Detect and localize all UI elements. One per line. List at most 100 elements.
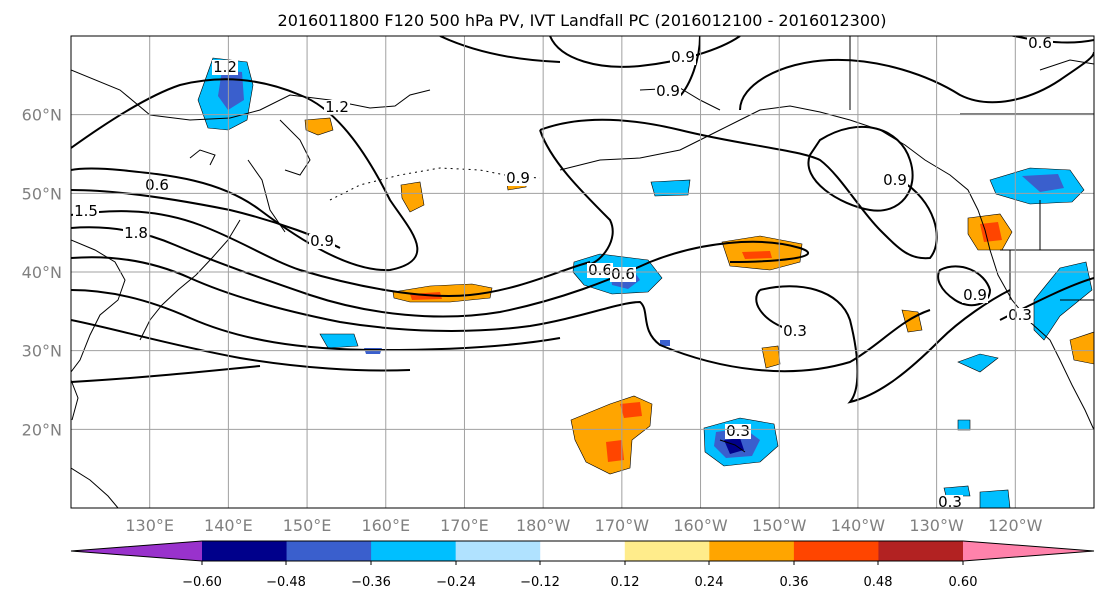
colorbar-tick-label: −0.60: [182, 575, 222, 590]
contour-label: 1.8: [124, 224, 148, 242]
lon-tick-label: 120°W: [988, 516, 1043, 535]
colorbar-tick-label: 0.24: [695, 575, 724, 590]
lon-tick-label: 160°W: [673, 516, 728, 535]
contour-line: [549, 36, 741, 68]
contour-label-bg: [309, 234, 335, 249]
contour-label: 0.3: [1008, 306, 1032, 324]
lon-tick-label: 130°W: [909, 516, 964, 535]
map-frame: [70, 35, 1095, 509]
contour-line: [539, 129, 614, 265]
asia-north-coast: [71, 69, 431, 121]
colorbar-bin: [455, 541, 541, 561]
map-panel: 1.21.20.90.90.60.61.51.8 0.90.60.90.30.90…: [70, 34, 1095, 511]
contour-label: 0.6: [1028, 34, 1052, 52]
contour-label-bg: [324, 100, 350, 115]
contour-label-bg: [782, 324, 808, 339]
contour-label: 0.9: [883, 171, 907, 189]
contour-line: [1009, 36, 1094, 44]
longitude-labels: 130°E 140°E 150°E 160°E 170°E 180°W 170°W 160°W…: [125, 516, 1042, 535]
contour-label: 0.3: [726, 422, 750, 440]
contour-label-bg: [610, 267, 636, 282]
shade-blob-positive-core: [742, 251, 772, 259]
shade-blob-positive-core: [606, 440, 624, 462]
colorbar-bin: [371, 541, 457, 561]
contour-label: 0.9: [310, 232, 334, 250]
contour-line: [71, 365, 261, 383]
lon-tick-label: 170°W: [595, 516, 650, 535]
shade-blob-negative: [660, 340, 670, 346]
contour-line: [759, 285, 1011, 404]
contour-label-bg: [123, 226, 149, 241]
lon-tick-label: 130°E: [125, 516, 174, 535]
colorbar-bin: [709, 541, 795, 561]
lat-tick-label: 60°N: [22, 106, 62, 125]
lat-tick-label: 40°N: [22, 263, 62, 282]
lon-tick-label: 150°W: [752, 516, 807, 535]
colorbar: −0.60 −0.48 −0.36 −0.24 −0.12 0.12 0.24 0.36 0.4…: [70, 540, 1095, 590]
lat-tick-label: 20°N: [22, 420, 62, 439]
colorbar-tick-label: 0.12: [611, 575, 640, 590]
lon-tick-label: 180°W: [516, 516, 571, 535]
shade-blob-negative: [650, 179, 691, 197]
philippines-coast: [71, 467, 119, 508]
figure-title: 2016011800 F120 500 hPa PV, IVT Landfall…: [278, 11, 887, 30]
contour-labels: 1.21.20.90.90.60.61.51.8 0.90.60.90.30.90…: [73, 34, 1053, 511]
contour-label-bg: [670, 50, 696, 65]
lat-tick-label: 30°N: [22, 342, 62, 361]
sakhalin-coast: [189, 149, 216, 166]
shade-blob-negative: [957, 419, 971, 431]
colorbar-tick-label: −0.24: [436, 575, 476, 590]
contour-label: 0.9: [963, 286, 987, 304]
colorbar-bin: [624, 541, 710, 561]
contour-label-bg: [962, 288, 988, 303]
contour-label-bg: [212, 60, 238, 75]
colorbar-bin: [286, 541, 372, 561]
lon-tick-label: 160°E: [361, 516, 410, 535]
china-coast: [71, 239, 126, 373]
shade-blob-positive: [400, 181, 425, 213]
shade-blob-negative: [319, 333, 359, 349]
contour-label-bg: [587, 263, 613, 278]
latitude-labels: 60°N 50°N 40°N 30°N 20°N: [22, 106, 62, 440]
contour-label: 0.3: [938, 493, 962, 511]
shade-blob-positive-core: [620, 402, 642, 418]
contour-line: [71, 226, 810, 318]
contour-line: [937, 265, 992, 307]
contour-label: 0.9: [506, 169, 530, 187]
contour-label-bg: [1007, 308, 1033, 323]
contour-label-bg: [1027, 36, 1053, 51]
contour-label: 0.6: [611, 265, 635, 283]
contour-line: [71, 256, 931, 373]
contour-label: 1.2: [213, 58, 237, 76]
contour-label-bg: [882, 173, 908, 188]
colorbar-bin: [878, 541, 964, 561]
colorbar-extend-max: [963, 541, 1094, 561]
shade-blob-positive: [761, 345, 781, 369]
colorbar-tick-label: 0.60: [949, 575, 978, 590]
hawaii-islands: [719, 439, 746, 453]
shade-blob-negative: [943, 485, 971, 497]
colorbar-bin: [793, 541, 879, 561]
contour-line: [71, 289, 561, 352]
contour-label-bg: [144, 178, 170, 193]
shade-blob-negative-core: [724, 438, 744, 454]
contour-label: 1.5: [74, 202, 98, 220]
shade-blob-negative: [957, 353, 999, 373]
contour-label-bg: [725, 424, 751, 439]
japan-coast: [139, 219, 241, 341]
contour-label-bg: [73, 204, 99, 219]
shade-blob-positive: [304, 117, 334, 136]
colorbar-bin: [202, 541, 288, 561]
contour-label-bg: [937, 495, 963, 508]
colorbar-tick-label: 0.36: [780, 575, 809, 590]
shade-blob-positive-core: [980, 222, 1002, 242]
lon-tick-label: 150°E: [283, 516, 332, 535]
colorbar-tick-label: −0.48: [266, 575, 306, 590]
lon-tick-label: 140°W: [831, 516, 886, 535]
contour-line: [71, 319, 411, 372]
taiwan-coast: [71, 379, 79, 421]
contour-line: [439, 36, 561, 63]
colorbar-tick-label: −0.36: [351, 575, 391, 590]
contour-label: 1.2: [325, 98, 349, 116]
